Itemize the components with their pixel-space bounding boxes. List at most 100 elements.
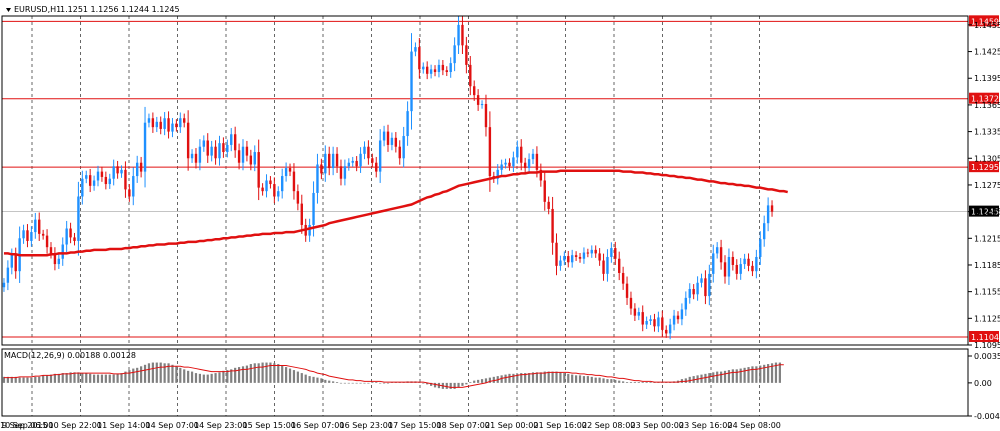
macd-bar	[610, 379, 613, 383]
horizontal-levels: 1.1459 1.1372 1.1295 1.1104 1.1245	[2, 15, 999, 342]
candle-body	[610, 248, 613, 257]
macd-bar	[335, 382, 339, 383]
candle-body	[280, 176, 284, 192]
macd-y-tick-label: 0.00357	[974, 352, 1000, 361]
macd-bar	[755, 366, 758, 383]
macd-bar	[379, 382, 382, 384]
candle-body	[312, 192, 315, 225]
x-tick-label: 17 Sep 15:00	[388, 421, 441, 430]
macd-bar	[320, 378, 323, 383]
candle-body	[359, 153, 362, 167]
candle-body	[355, 160, 358, 167]
macd-bar	[277, 364, 280, 383]
candle-body	[465, 45, 468, 65]
macd-bar	[633, 382, 636, 383]
candle-body	[57, 258, 61, 265]
candle-body	[206, 140, 209, 156]
candle-body	[38, 219, 41, 234]
x-tick-label: 15 Sep 15:00	[243, 421, 296, 430]
level-tag	[969, 92, 999, 104]
candle-body	[277, 191, 280, 197]
macd-bar	[108, 374, 111, 383]
y-tick-label: 1.1215	[974, 234, 1000, 243]
x-tick-label: 16 Sep 23:00	[340, 421, 393, 430]
macd-bar	[81, 373, 84, 383]
macd-bar	[774, 362, 778, 383]
candle-body	[680, 309, 684, 320]
macd-bar	[547, 371, 550, 383]
macd-bar	[582, 376, 586, 383]
candle-body	[363, 146, 366, 154]
candle-body	[476, 95, 480, 105]
macd-bar	[453, 382, 456, 389]
macd-bar	[382, 382, 386, 384]
macd-bar	[257, 363, 260, 383]
candle-body	[516, 146, 519, 158]
macd-bar	[324, 379, 327, 383]
macd-bar	[49, 374, 53, 383]
macd-bar	[288, 368, 292, 383]
macd-panel	[2, 362, 784, 389]
candle-body	[347, 162, 351, 167]
macd-bar	[281, 365, 284, 383]
candle-body	[296, 191, 300, 204]
candle-body	[22, 230, 25, 239]
candle-body	[739, 264, 742, 274]
x-tick-label: 23 Sep 16:00	[679, 421, 732, 430]
candle-body	[335, 153, 339, 167]
candle-body	[629, 297, 633, 309]
x-tick-label: 11 Sep 14:00	[97, 421, 150, 430]
macd-bar	[312, 376, 315, 383]
macd-bar	[484, 378, 488, 383]
candle-body	[500, 164, 503, 170]
macd-bar	[524, 373, 527, 383]
candle-body	[665, 329, 668, 334]
candle-body	[433, 69, 437, 73]
candle-body	[88, 175, 92, 186]
candle-body	[147, 118, 151, 123]
macd-bar	[567, 373, 570, 383]
macd-bar	[214, 373, 217, 383]
candle-body	[49, 247, 53, 254]
macd-bar	[187, 370, 190, 383]
candle-body	[751, 265, 754, 272]
macd-bar	[89, 373, 92, 383]
candle-body	[473, 86, 476, 96]
x-tick-label: 21 Sep 16:00	[534, 421, 587, 430]
y-tick-label: 1.1425	[974, 48, 1000, 57]
candle-body	[594, 249, 597, 254]
candle-body	[163, 118, 166, 129]
candle-body	[394, 137, 398, 147]
candle-body	[112, 166, 115, 179]
macd-bar	[531, 372, 535, 383]
y-tick-label: 1.1395	[974, 74, 1000, 83]
chevron-down-icon[interactable]	[6, 8, 11, 12]
macd-bar	[426, 382, 429, 385]
candle-body	[484, 104, 488, 128]
macd-bar	[767, 364, 770, 383]
y-tick-label: 1.1125	[974, 314, 1000, 323]
candle-body	[273, 184, 276, 197]
x-tick-label: 9 Sep 2015	[2, 421, 48, 430]
candle-body	[759, 239, 762, 257]
window-title: EURUSD,H1 1.1251 1.1256 1.1244 1.1245	[6, 5, 180, 14]
macd-bar	[704, 373, 707, 383]
macd-bar	[641, 382, 644, 383]
macd-bar	[347, 382, 350, 384]
candle-body	[65, 228, 68, 245]
candle-body	[308, 224, 311, 236]
candle-body	[96, 171, 100, 181]
candle-body	[81, 178, 84, 197]
macd-bar	[516, 373, 519, 383]
candle-body	[547, 201, 550, 209]
candle-body	[563, 256, 566, 261]
candle-body	[574, 255, 578, 257]
macd-bar	[308, 376, 311, 383]
macd-bar	[167, 363, 170, 383]
current-price-tag	[969, 205, 999, 217]
candle-body	[402, 136, 405, 159]
candle-body	[382, 131, 386, 141]
macd-bar	[245, 365, 249, 383]
macd-bar	[751, 366, 754, 383]
macd-bar	[594, 377, 597, 383]
